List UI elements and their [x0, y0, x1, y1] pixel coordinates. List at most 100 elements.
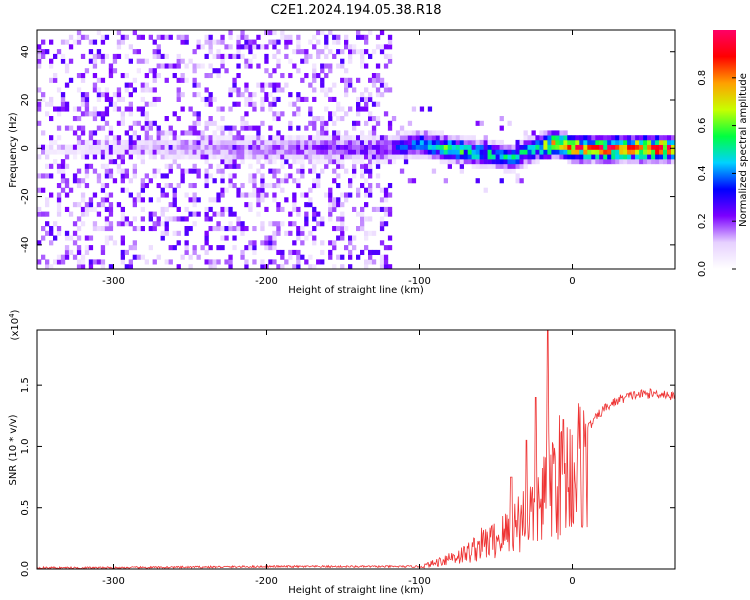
heatmap-cell — [136, 106, 141, 112]
heatmap-cell — [603, 149, 608, 155]
heatmap-cell — [364, 34, 369, 40]
heatmap-cell — [527, 149, 532, 155]
snr-series — [36, 329, 676, 570]
heatmap-cell — [68, 77, 74, 83]
heatmap-cell — [336, 116, 341, 122]
heatmap-cell — [124, 216, 129, 222]
heatmap-cell — [312, 77, 317, 83]
heatmap-cell — [455, 154, 460, 160]
heatmap-cell — [371, 49, 377, 55]
heatmap-cell — [232, 159, 237, 165]
heatmap-cell — [368, 254, 373, 260]
heatmap-cell — [296, 264, 301, 270]
heatmap-cell — [236, 149, 241, 155]
heatmap-cell — [92, 73, 98, 79]
heatmap-cell — [547, 154, 552, 160]
snr-x-tick-label: -300 — [102, 576, 125, 587]
heatmap-cell — [108, 73, 114, 79]
heatmap-cell — [108, 264, 114, 270]
heatmap-cell — [212, 197, 217, 203]
heatmap-cell — [156, 216, 161, 222]
heatmap-cell — [144, 87, 149, 93]
heatmap-cell — [252, 154, 257, 160]
heatmap-cell — [208, 245, 213, 251]
heatmap-cell — [284, 139, 289, 145]
heatmap-cell — [447, 159, 452, 165]
heatmap-cell — [152, 173, 157, 179]
heatmap-cell — [272, 245, 277, 251]
heatmap-cell — [196, 120, 201, 126]
heatmap-cell — [216, 221, 221, 227]
heatmap-cell — [407, 154, 413, 160]
heatmap-cell — [467, 154, 472, 160]
heatmap-cell — [324, 154, 329, 160]
heatmap-cell — [104, 135, 110, 141]
heatmap-cell — [671, 159, 676, 165]
heatmap-cell — [459, 139, 464, 145]
heatmap-cell — [276, 116, 281, 122]
heatmap-cell — [120, 116, 125, 122]
heatmap-cell — [252, 92, 257, 98]
heatmap-cell — [264, 82, 269, 88]
heatmap-cell — [132, 216, 137, 222]
heatmap-cell — [80, 111, 86, 117]
heatmap-cell — [439, 144, 444, 150]
heatmap-cell — [463, 154, 468, 160]
heatmap-cell — [252, 39, 257, 45]
heatmap-cell — [112, 92, 118, 98]
heatmap-cell — [559, 149, 564, 155]
heatmap-cell — [220, 168, 225, 174]
heatmap-cell — [84, 173, 90, 179]
spectrogram-x-tick-label: -100 — [408, 276, 431, 287]
heatmap-cell — [49, 226, 54, 232]
snr-y-multiplier-exponent: 4 — [8, 313, 16, 318]
heatmap-cell — [49, 63, 54, 69]
heatmap-cell — [312, 139, 317, 145]
heatmap-cell — [579, 139, 584, 145]
heatmap-cell — [80, 96, 86, 102]
heatmap-cell — [200, 63, 205, 69]
heatmap-cell — [364, 163, 369, 169]
heatmap-cell — [88, 58, 94, 64]
heatmap-cell — [264, 245, 269, 251]
heatmap-cell — [244, 245, 249, 251]
heatmap-cell — [312, 240, 317, 246]
heatmap-cell — [292, 139, 297, 145]
heatmap-cell — [451, 139, 456, 145]
heatmap-cell — [603, 144, 608, 150]
heatmap-cell — [567, 159, 572, 165]
heatmap-cell — [575, 144, 580, 150]
heatmap-cell — [148, 226, 153, 232]
heatmap-cell — [248, 96, 253, 102]
heatmap-cell — [320, 168, 325, 174]
heatmap-cell — [192, 63, 197, 69]
heatmap-cell — [332, 82, 337, 88]
heatmap-cell — [264, 159, 269, 165]
heatmap-cell — [300, 149, 305, 155]
heatmap-cell — [643, 144, 648, 150]
heatmap-cell — [356, 154, 361, 160]
heatmap-cell — [579, 159, 584, 165]
heatmap-cell — [144, 130, 149, 136]
heatmap-cell — [312, 63, 317, 69]
heatmap-cell — [539, 130, 544, 136]
heatmap-cell — [160, 187, 165, 193]
heatmap-cell — [124, 149, 129, 155]
heatmap-cell — [296, 259, 301, 265]
heatmap-cell — [76, 202, 82, 208]
heatmap-cell — [611, 144, 616, 150]
heatmap-cell — [68, 211, 74, 217]
heatmap-cell — [156, 135, 161, 141]
heatmap-cell — [547, 130, 552, 136]
heatmap-cell — [611, 139, 616, 145]
heatmap-cell — [112, 135, 118, 141]
heatmap-cell — [112, 101, 118, 107]
heatmap-cell — [112, 58, 118, 64]
heatmap-cell — [188, 139, 193, 145]
heatmap-cell — [172, 159, 177, 165]
heatmap-cell — [284, 44, 289, 50]
heatmap-cell — [340, 235, 345, 241]
heatmap-cell — [399, 168, 405, 174]
heatmap-cell — [383, 197, 389, 203]
